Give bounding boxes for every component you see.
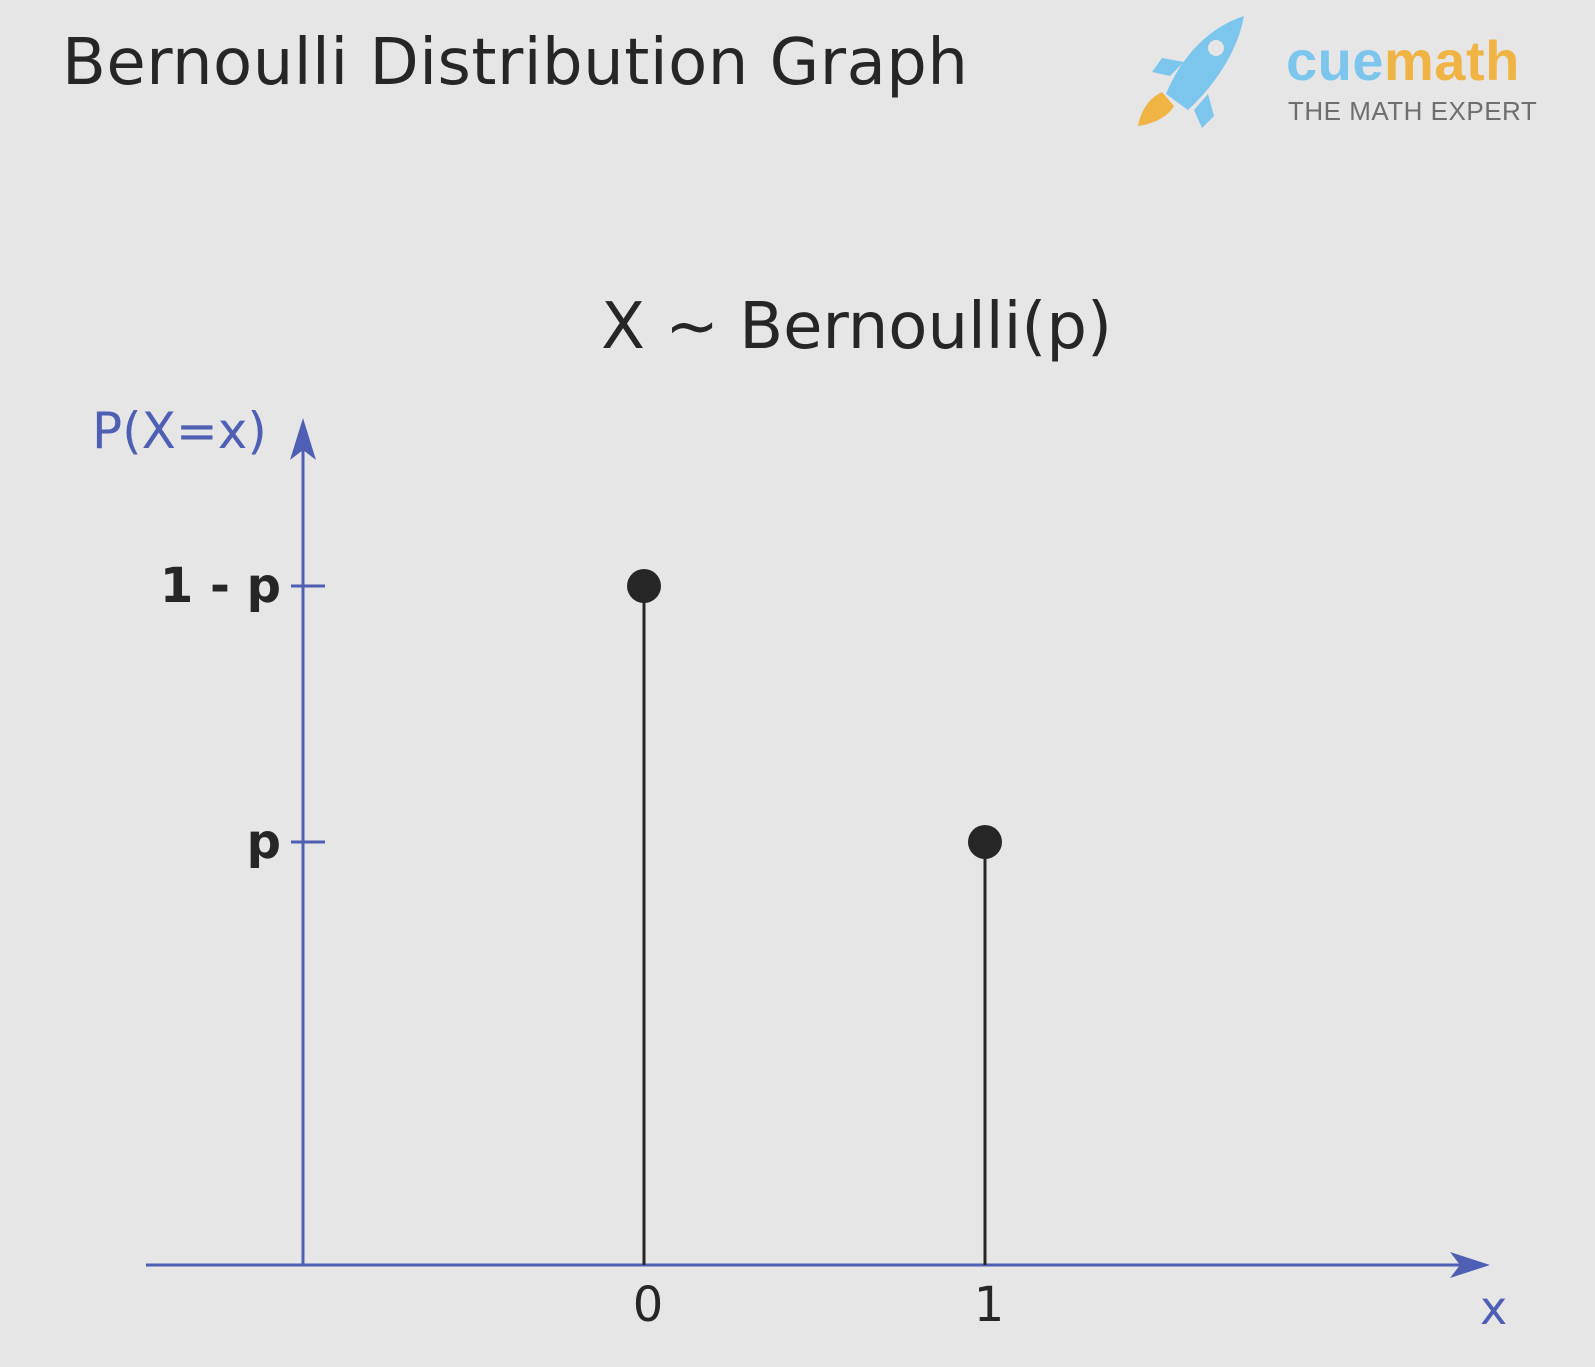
chart-title: X ~ Bernoulli(p) bbox=[601, 290, 1112, 364]
stems bbox=[627, 569, 1002, 1265]
logo-word-math: math bbox=[1384, 29, 1520, 92]
y-tick-label: p bbox=[247, 814, 281, 870]
x-tick-label: 1 bbox=[974, 1277, 1005, 1333]
axes bbox=[146, 418, 1490, 1278]
logo-word-cue: cue bbox=[1286, 29, 1384, 92]
stem-point bbox=[968, 825, 1002, 859]
page-title: Bernoulli Distribution Graph bbox=[62, 26, 969, 100]
logo-tagline: THE MATH EXPERT bbox=[1288, 96, 1538, 126]
y-axis-label: P(X=x) bbox=[92, 402, 267, 460]
x-axis-label: x bbox=[1480, 1281, 1507, 1335]
cuemath-logo: cuemath THE MATH EXPERT bbox=[1138, 14, 1550, 134]
y-tick-label: 1 - p bbox=[160, 558, 281, 614]
rocket-icon bbox=[1138, 16, 1244, 128]
labels: 1 - p p 0 1 P(X=x) x bbox=[92, 402, 1507, 1335]
y-axis-arrow bbox=[290, 418, 316, 460]
x-tick-label: 0 bbox=[633, 1277, 664, 1333]
x-axis-arrow bbox=[1450, 1252, 1490, 1278]
logo-wordmark: cuemath bbox=[1286, 28, 1520, 93]
stem-point bbox=[627, 569, 661, 603]
